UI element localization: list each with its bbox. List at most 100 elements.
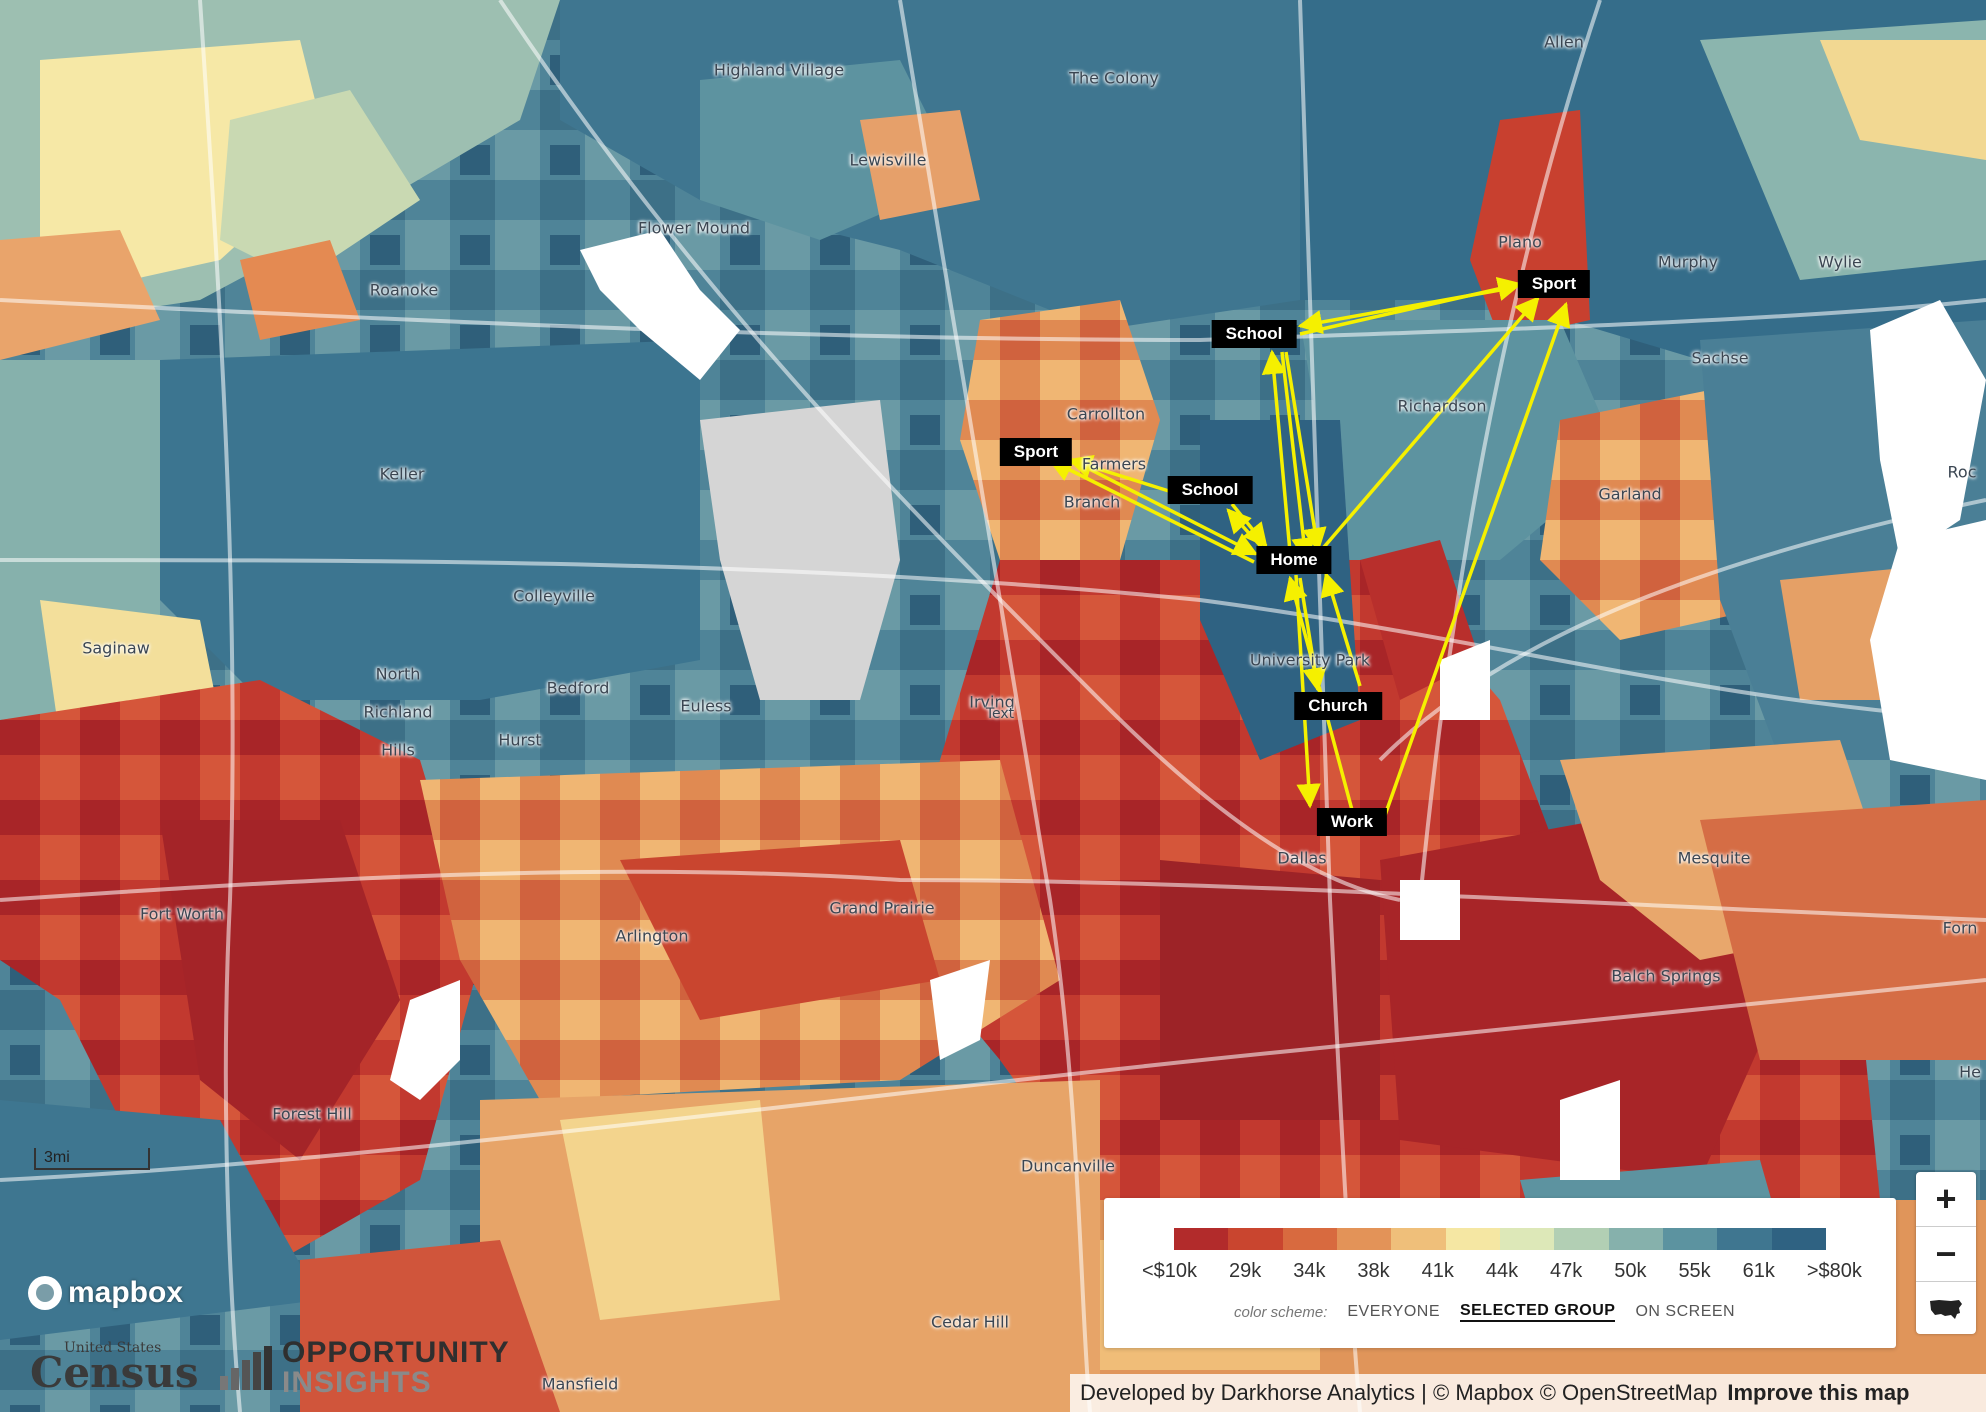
opportunity-insights-line1: OPPORTUNITY bbox=[282, 1336, 510, 1369]
color-scheme-selected-group[interactable]: SELECTED GROUP bbox=[1460, 1302, 1616, 1322]
trip-arrow bbox=[1297, 288, 1501, 335]
place-label-arlington: Arlington bbox=[615, 926, 689, 946]
opportunity-insights-logo: OPPORTUNITY INSIGHTS bbox=[220, 1336, 520, 1399]
place-label-carrollton: Carrollton bbox=[1066, 404, 1146, 424]
place-label-richardson: Richardson bbox=[1397, 396, 1487, 416]
color-scheme-selector: color scheme: EVERYONE SELECTED GROUP ON… bbox=[1234, 1302, 1735, 1322]
activity-tag-sport-northeast[interactable]: Sport bbox=[1517, 270, 1591, 298]
place-label-roanoke: Roanoke bbox=[369, 280, 439, 300]
trip-arrow bbox=[1280, 351, 1316, 563]
opportunity-insights-line2: INSIGHTS bbox=[282, 1366, 432, 1399]
trip-arrow bbox=[1298, 577, 1327, 693]
legend-tick-label: 55k bbox=[1678, 1260, 1711, 1282]
census-logo-main: Census bbox=[30, 1348, 199, 1397]
place-label-keller: Keller bbox=[379, 464, 425, 484]
legend-color-swatch bbox=[1771, 1228, 1826, 1250]
legend-tick-label: 47k bbox=[1550, 1260, 1583, 1282]
zoom-controls: + − bbox=[1916, 1172, 1976, 1334]
zoom-out-button[interactable]: − bbox=[1916, 1227, 1976, 1282]
legend-color-swatch bbox=[1445, 1228, 1500, 1250]
color-scheme-label: color scheme: bbox=[1234, 1303, 1328, 1321]
place-label-heath: He bbox=[1959, 1062, 1981, 1082]
lakes bbox=[390, 230, 1986, 1180]
place-label-university-park: University Park bbox=[1249, 650, 1371, 670]
attribution-text: Developed by Darkhorse Analytics | © Map… bbox=[1080, 1380, 1718, 1405]
place-label-forney: Forn bbox=[1942, 918, 1978, 938]
color-scheme-everyone[interactable]: EVERYONE bbox=[1347, 1303, 1440, 1320]
place-label-duncanville: Duncanville bbox=[1021, 1156, 1115, 1176]
activity-tag-home[interactable]: Home bbox=[1256, 546, 1332, 574]
legend-tick-label: 41k bbox=[1421, 1260, 1454, 1282]
opportunity-insights-logo-icon bbox=[220, 1346, 272, 1390]
place-label-highland-village: Highland Village bbox=[713, 60, 845, 80]
zoom-in-button[interactable]: + bbox=[1916, 1172, 1976, 1227]
legend-color-swatch bbox=[1662, 1228, 1718, 1250]
place-label-balch-springs: Balch Springs bbox=[1611, 966, 1721, 986]
place-label-dallas: Dallas bbox=[1277, 848, 1327, 868]
place-label-mesquite: Mesquite bbox=[1677, 848, 1751, 868]
place-label-mansfield: Mansfield bbox=[541, 1374, 619, 1394]
place-label-saginaw: Saginaw bbox=[82, 638, 150, 658]
trip-arrow bbox=[1261, 349, 1292, 553]
activity-tag-sport-west[interactable]: Sport bbox=[999, 438, 1073, 466]
legend-color-swatch bbox=[1228, 1228, 1283, 1250]
trip-arrows bbox=[1047, 276, 1571, 819]
place-label-north-richland-3: Hills bbox=[381, 740, 415, 760]
place-label-forest-hill: Forest Hill bbox=[272, 1104, 352, 1124]
legend-tick-label: 38k bbox=[1357, 1260, 1390, 1282]
place-label-flower-mound: Flower Mound bbox=[637, 218, 751, 238]
legend-color-swatch bbox=[1174, 1228, 1229, 1250]
place-label-wylie: Wylie bbox=[1818, 252, 1862, 272]
legend-tick-label: >$80k bbox=[1806, 1260, 1862, 1282]
legend-tick-label: 50k bbox=[1614, 1260, 1647, 1282]
place-label-grand-prairie: Grand Prairie bbox=[829, 898, 935, 918]
color-scheme-on-screen[interactable]: ON SCREEN bbox=[1635, 1303, 1736, 1320]
place-label-hurst: Hurst bbox=[498, 730, 542, 750]
activity-tag-church[interactable]: Church bbox=[1294, 692, 1382, 720]
place-label-plano: Plano bbox=[1498, 232, 1542, 252]
legend-color-swatch bbox=[1608, 1228, 1663, 1250]
legend-color-swatch bbox=[1554, 1228, 1609, 1250]
place-label-rowlett: Roc bbox=[1947, 462, 1977, 482]
place-label-fort-worth: Fort Worth bbox=[139, 904, 225, 924]
trip-arrow bbox=[1316, 296, 1540, 556]
place-label-north-richland-2: Richland bbox=[363, 702, 433, 722]
place-label-garland: Garland bbox=[1598, 484, 1662, 504]
scale-bar: 3mi bbox=[34, 1148, 150, 1170]
improve-map-link[interactable]: Improve this map bbox=[1727, 1380, 1910, 1405]
legend-color-swatch bbox=[1717, 1228, 1772, 1250]
usa-map-icon bbox=[1930, 1300, 1962, 1319]
legend-color-swatch bbox=[1282, 1228, 1337, 1250]
legend-tick-label: 44k bbox=[1485, 1260, 1519, 1282]
place-label-farmers-branch-2: Branch bbox=[1063, 492, 1121, 512]
trip-arrow bbox=[1284, 351, 1327, 553]
trip-arrow bbox=[1230, 502, 1268, 548]
legend-tick-label: 29k bbox=[1229, 1260, 1262, 1282]
activity-tag-school-west[interactable]: School bbox=[1167, 476, 1253, 504]
census-logo-top: United States bbox=[64, 1340, 162, 1356]
place-label-lewisville: Lewisville bbox=[849, 150, 927, 170]
income-legend: <$10k 29k 34k 38k 41k 44k 47k 50k 55k 61k >$80k co… bbox=[1104, 1198, 1896, 1348]
place-label-north-richland-1: North bbox=[375, 664, 421, 684]
map-attribution: Developed by Darkhorse Analytics | © Map… bbox=[1070, 1374, 1986, 1412]
legend-ticks: <$10k 29k 34k 38k 41k 44k 47k 50k 55k 61k >$80k bbox=[1142, 1260, 1862, 1283]
place-label-bedford: Bedford bbox=[546, 678, 610, 698]
activity-tag-school-north[interactable]: School bbox=[1211, 320, 1297, 348]
legend-color-swatch bbox=[1336, 1228, 1392, 1250]
legend-tick-label: 34k bbox=[1293, 1260, 1326, 1282]
reset-view-button[interactable] bbox=[1916, 1282, 1976, 1336]
place-label-euless: Euless bbox=[680, 696, 732, 716]
mapbox-logo-text: mapbox bbox=[68, 1276, 184, 1309]
legend-tick-label: <$10k bbox=[1142, 1260, 1198, 1282]
trip-arrow bbox=[1067, 454, 1173, 494]
place-label-murphy: Murphy bbox=[1657, 252, 1719, 272]
place-label-farmers-branch-1: Farmers bbox=[1081, 454, 1147, 474]
mapbox-logo[interactable]: mapbox bbox=[28, 1276, 183, 1310]
trip-arrow bbox=[1382, 301, 1571, 819]
trip-arrow bbox=[1320, 571, 1362, 687]
legend-color-swatch bbox=[1499, 1228, 1555, 1250]
place-label-sachse: Sachse bbox=[1691, 348, 1749, 368]
activity-tag-work[interactable]: Work bbox=[1316, 808, 1388, 836]
